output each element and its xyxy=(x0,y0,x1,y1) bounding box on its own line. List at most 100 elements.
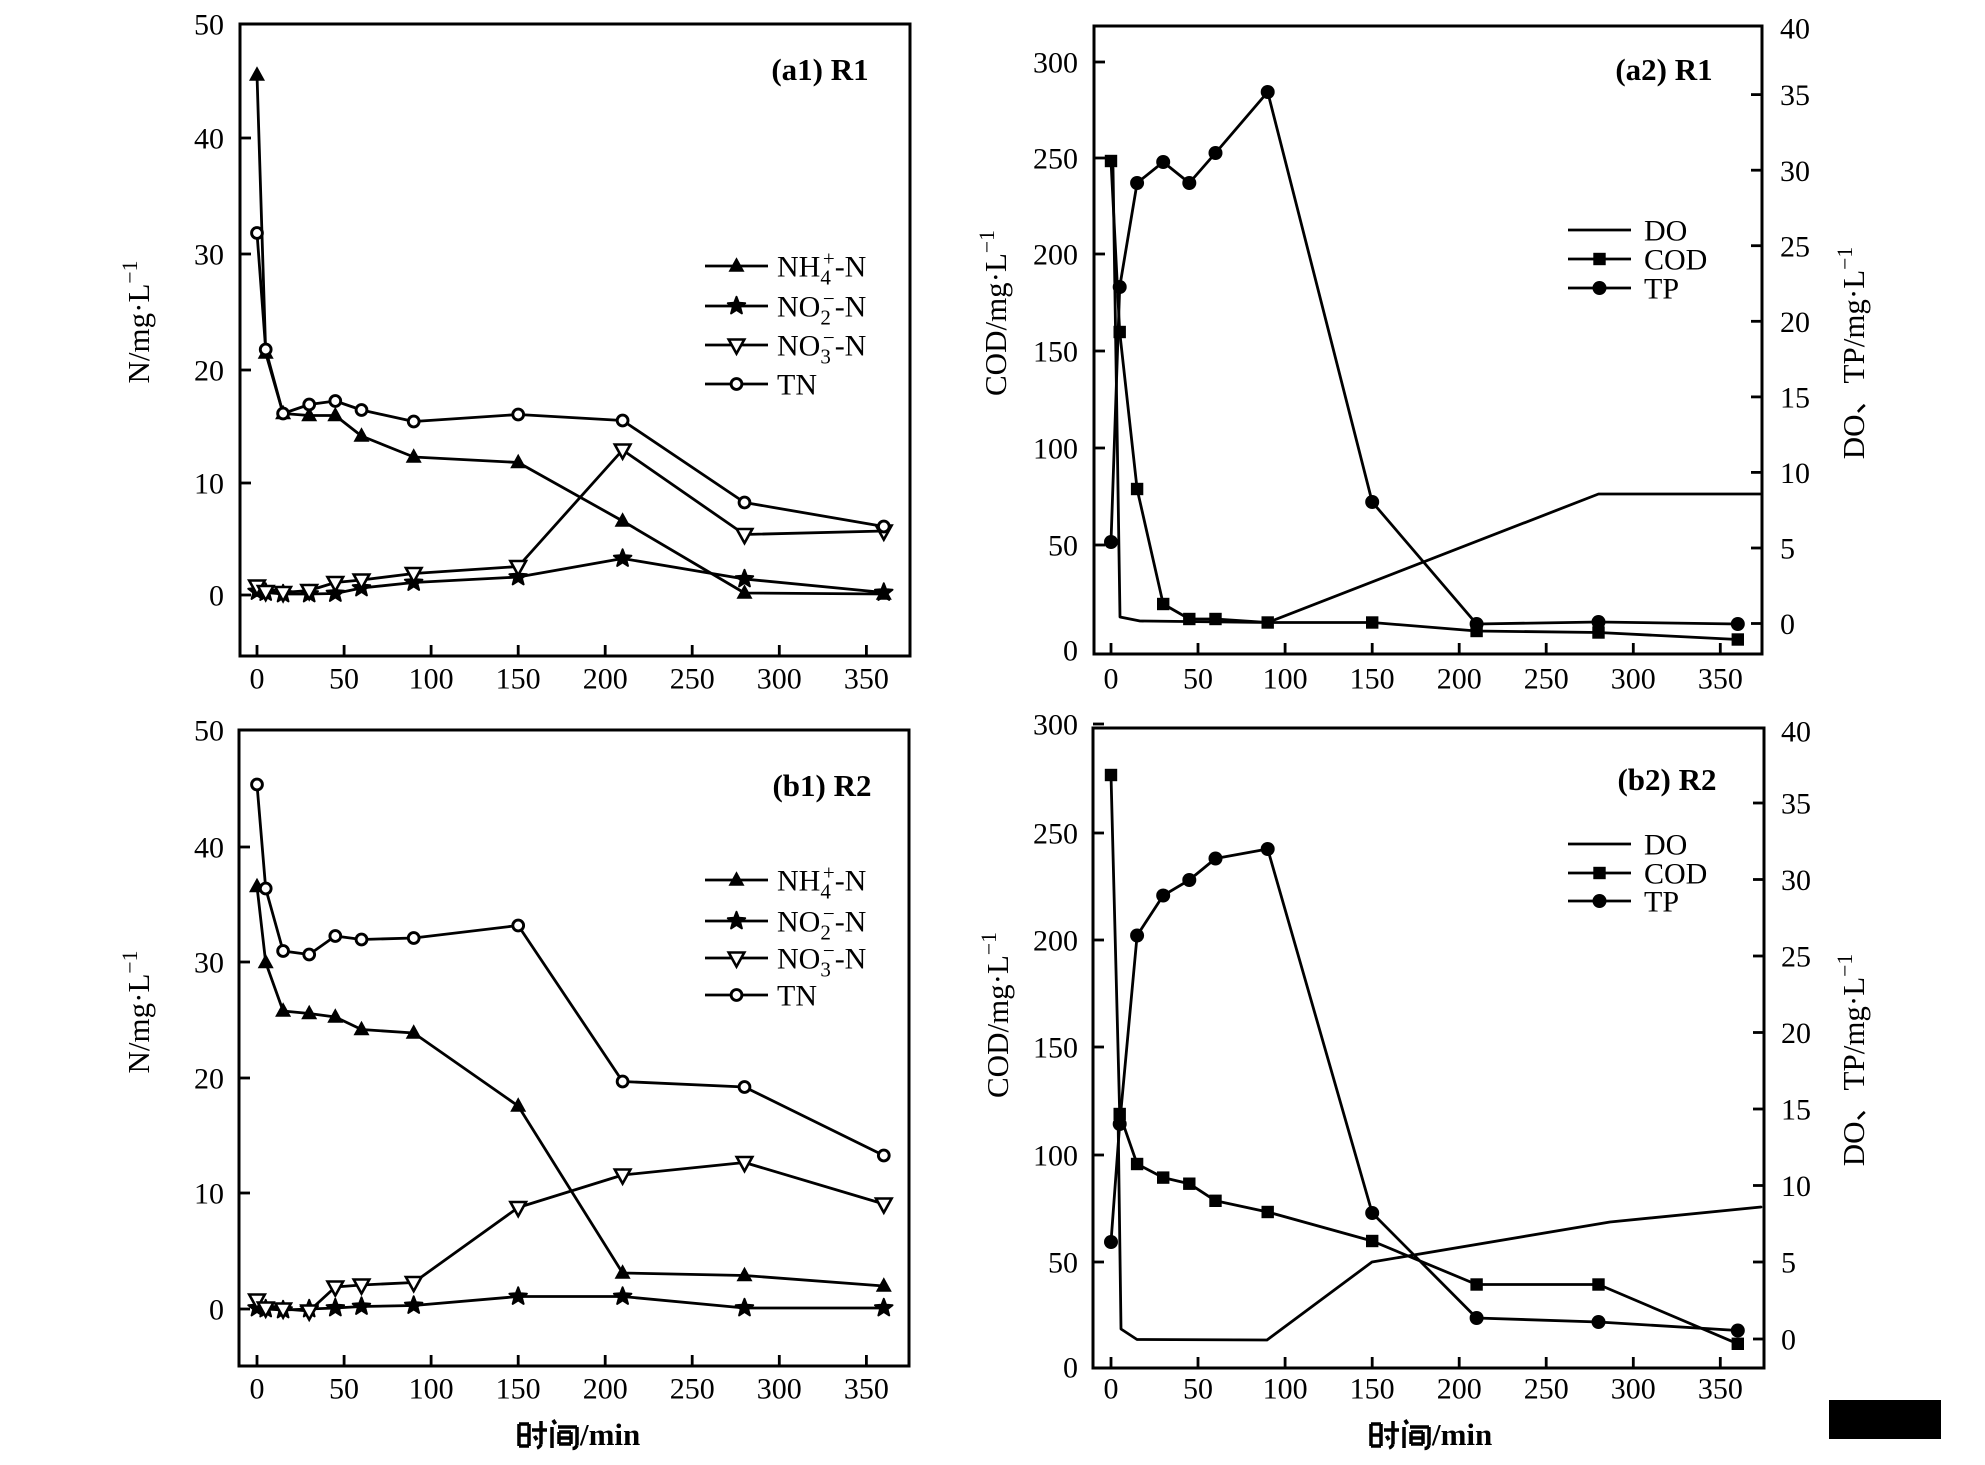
svg-text:5: 5 xyxy=(1781,1247,1796,1280)
svg-text:/min: /min xyxy=(1431,1417,1492,1452)
svg-text:20: 20 xyxy=(1780,306,1810,339)
svg-text:0: 0 xyxy=(250,663,265,696)
svg-text:15: 15 xyxy=(1780,382,1810,415)
svg-text:(a2) R1: (a2) R1 xyxy=(1615,52,1712,87)
svg-text:300: 300 xyxy=(1033,47,1078,80)
svg-text:COD/mg·L−1: COD/mg·L−1 xyxy=(977,932,1015,1098)
svg-text:100: 100 xyxy=(409,1373,454,1406)
svg-text:350: 350 xyxy=(1698,663,1743,696)
svg-text:COD: COD xyxy=(1644,858,1707,891)
svg-text:50: 50 xyxy=(1048,1247,1078,1280)
svg-text:250: 250 xyxy=(670,663,715,696)
svg-text:250: 250 xyxy=(670,1373,715,1406)
svg-text:25: 25 xyxy=(1781,941,1811,974)
svg-text:20: 20 xyxy=(1781,1017,1811,1050)
svg-text:150: 150 xyxy=(1350,663,1395,696)
svg-text:(b1) R2: (b1) R2 xyxy=(772,768,871,803)
svg-text:N/mg·L−1: N/mg·L−1 xyxy=(118,261,156,384)
svg-text:50: 50 xyxy=(1183,663,1213,696)
svg-text:20: 20 xyxy=(194,1063,224,1096)
svg-text:150: 150 xyxy=(1350,1373,1395,1406)
svg-text:100: 100 xyxy=(1263,663,1308,696)
svg-text:40: 40 xyxy=(194,123,224,156)
svg-text:250: 250 xyxy=(1033,818,1078,851)
svg-text:0: 0 xyxy=(209,580,224,613)
svg-text:250: 250 xyxy=(1524,1373,1569,1406)
svg-text:NO3−-N: NO3−-N xyxy=(777,939,866,982)
svg-text:TN: TN xyxy=(777,980,817,1013)
svg-text:50: 50 xyxy=(1048,530,1078,563)
svg-text:350: 350 xyxy=(1698,1373,1743,1406)
svg-text:DO、TP/mg·L−1: DO、TP/mg·L−1 xyxy=(1833,247,1871,460)
svg-text:DO、TP/mg·L−1: DO、TP/mg·L−1 xyxy=(1833,954,1871,1167)
svg-text:300: 300 xyxy=(757,1373,802,1406)
svg-text:150: 150 xyxy=(496,663,541,696)
svg-text:30: 30 xyxy=(194,947,224,980)
svg-text:50: 50 xyxy=(194,9,224,42)
svg-text:300: 300 xyxy=(757,663,802,696)
svg-text:40: 40 xyxy=(194,832,224,865)
svg-text:40: 40 xyxy=(1781,716,1811,749)
svg-text:0: 0 xyxy=(1781,1324,1796,1357)
svg-text:200: 200 xyxy=(583,1373,628,1406)
svg-text:10: 10 xyxy=(1780,457,1810,490)
svg-text:10: 10 xyxy=(1781,1170,1811,1203)
svg-text:25: 25 xyxy=(1780,230,1810,263)
svg-text:TP: TP xyxy=(1644,273,1679,306)
svg-text:0: 0 xyxy=(1063,1352,1078,1385)
svg-text:0: 0 xyxy=(250,1373,265,1406)
svg-text:300: 300 xyxy=(1611,663,1656,696)
svg-text:30: 30 xyxy=(1780,155,1810,188)
svg-text:COD/mg·L−1: COD/mg·L−1 xyxy=(975,230,1013,396)
svg-text:TN: TN xyxy=(777,369,817,402)
svg-text:NH4+-N: NH4+-N xyxy=(777,247,866,290)
svg-text:200: 200 xyxy=(1033,239,1078,272)
svg-text:50: 50 xyxy=(329,1373,359,1406)
svg-text:40: 40 xyxy=(1780,13,1810,46)
svg-text:NO3−-N: NO3−-N xyxy=(777,326,866,369)
svg-text:DO: DO xyxy=(1644,215,1687,248)
svg-text:50: 50 xyxy=(1183,1373,1213,1406)
svg-text:250: 250 xyxy=(1524,663,1569,696)
svg-text:35: 35 xyxy=(1781,788,1811,821)
svg-text:COD: COD xyxy=(1644,244,1707,277)
svg-text:(a1) R1: (a1) R1 xyxy=(771,52,868,87)
svg-text:35: 35 xyxy=(1780,79,1810,112)
svg-text:100: 100 xyxy=(1033,1140,1078,1173)
svg-text:100: 100 xyxy=(409,663,454,696)
svg-text:200: 200 xyxy=(1437,1373,1482,1406)
svg-text:50: 50 xyxy=(329,663,359,696)
svg-text:0: 0 xyxy=(209,1294,224,1327)
svg-text:150: 150 xyxy=(1033,1032,1078,1065)
svg-text:30: 30 xyxy=(1781,864,1811,897)
svg-text:30: 30 xyxy=(194,239,224,272)
svg-text:100: 100 xyxy=(1263,1373,1308,1406)
svg-text:300: 300 xyxy=(1033,709,1078,742)
svg-text:NH4+-N: NH4+-N xyxy=(777,861,866,904)
svg-text:200: 200 xyxy=(1437,663,1482,696)
svg-text:10: 10 xyxy=(194,1178,224,1211)
svg-text:250: 250 xyxy=(1033,143,1078,176)
svg-text:15: 15 xyxy=(1781,1094,1811,1127)
svg-text:N/mg·L−1: N/mg·L−1 xyxy=(118,951,156,1074)
svg-text:0: 0 xyxy=(1063,635,1078,668)
svg-text:200: 200 xyxy=(583,663,628,696)
svg-text:0: 0 xyxy=(1104,1373,1119,1406)
svg-text:20: 20 xyxy=(194,355,224,388)
svg-text:5: 5 xyxy=(1780,533,1795,566)
svg-text:200: 200 xyxy=(1033,925,1078,958)
svg-text:350: 350 xyxy=(844,663,889,696)
svg-text:150: 150 xyxy=(496,1373,541,1406)
svg-text:150: 150 xyxy=(1033,336,1078,369)
svg-text:300: 300 xyxy=(1611,1373,1656,1406)
svg-text:TP: TP xyxy=(1644,886,1679,919)
svg-text:(b2) R2: (b2) R2 xyxy=(1617,762,1716,797)
svg-text:DO: DO xyxy=(1644,829,1687,862)
svg-text:50: 50 xyxy=(194,715,224,748)
svg-text:0: 0 xyxy=(1780,608,1795,641)
svg-text:10: 10 xyxy=(194,468,224,501)
svg-text:350: 350 xyxy=(844,1373,889,1406)
svg-text:NO2−-N: NO2−-N xyxy=(777,902,866,945)
svg-text:/min: /min xyxy=(579,1417,640,1452)
svg-text:100: 100 xyxy=(1033,433,1078,466)
